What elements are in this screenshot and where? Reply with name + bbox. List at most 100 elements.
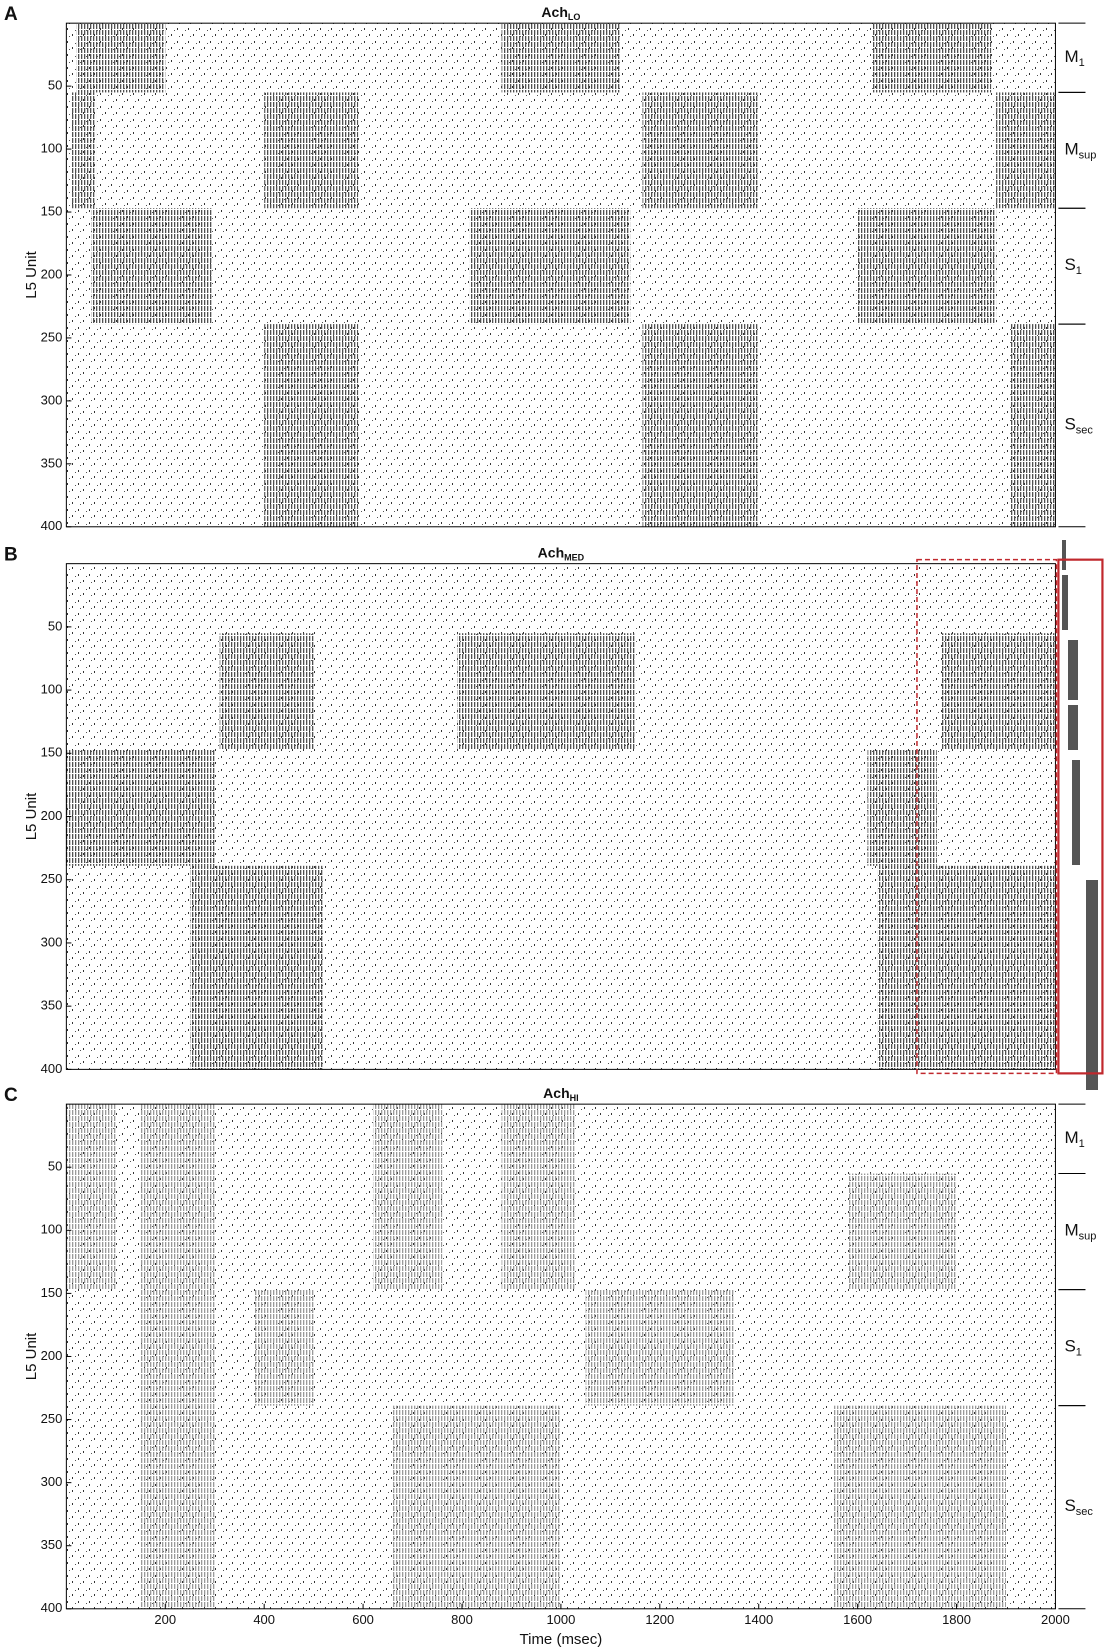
spike-block [832, 1405, 1006, 1609]
y-tick-label: 300 [41, 392, 63, 407]
group-label-sub: 1 [1076, 265, 1082, 277]
group-label-main: S [1064, 1497, 1075, 1516]
group-label: Ssec [1064, 415, 1093, 436]
y-tick-label: 300 [41, 1474, 63, 1489]
spike-block [91, 208, 213, 325]
y-tick-label: 50 [48, 78, 62, 93]
inset-frame [1057, 558, 1104, 1075]
group-label-sub: sec [1076, 424, 1094, 436]
group-label: M1 [1064, 47, 1084, 68]
spike-block [189, 865, 324, 1070]
x-tick-label: 1000 [546, 1612, 575, 1627]
group-label-main: S [1064, 1337, 1075, 1356]
spike-block [872, 23, 992, 93]
y-tick-label: 50 [48, 618, 62, 633]
chart-title-main: Ach [538, 544, 564, 560]
panel-letter: A [4, 4, 18, 25]
spike-block [867, 749, 937, 866]
spike-block [219, 633, 314, 750]
spike-block [392, 1405, 561, 1609]
x-tick-label: 1600 [843, 1612, 872, 1627]
x-tick-label: 1400 [744, 1612, 773, 1627]
y-tick-label: 350 [41, 998, 63, 1013]
spike-block [66, 1104, 116, 1290]
spike-block [264, 92, 359, 209]
chart-title: AchMED [538, 544, 585, 563]
spike-block [857, 208, 997, 325]
chart-title: AchHI [543, 1085, 578, 1104]
spike-block [469, 208, 631, 325]
group-label: Ssec [1064, 1497, 1093, 1518]
y-tick-label: 400 [41, 1600, 63, 1615]
y-tick-label: 150 [41, 1285, 63, 1300]
x-axis-label: Time (msec) [520, 1631, 603, 1648]
y-tick-label: 350 [41, 455, 63, 470]
y-tick-label: 400 [41, 518, 63, 533]
group-label-sub: sup [1079, 1230, 1097, 1242]
spike-block [264, 324, 359, 527]
x-tick-label: 2000 [1041, 1612, 1070, 1627]
spike-block [372, 1104, 443, 1290]
group-label-main: S [1064, 256, 1075, 275]
y-axis-label: L5 Unit [23, 1332, 40, 1380]
x-tick-label: 1200 [645, 1612, 674, 1627]
spike-block [501, 23, 621, 93]
spike-block [66, 749, 215, 866]
y-tick-label: 250 [41, 871, 63, 886]
x-tick-label: 600 [352, 1612, 374, 1627]
group-label-main: S [1064, 415, 1075, 434]
spike-block [254, 1289, 314, 1406]
group-label: S1 [1064, 256, 1081, 277]
y-tick-label: 200 [41, 808, 63, 823]
inset [1062, 540, 1098, 1090]
y-tick-label: 400 [41, 1061, 63, 1076]
y-tick-label: 150 [41, 203, 63, 218]
group-label-sub: 1 [1079, 1138, 1085, 1150]
y-tick-label: 50 [48, 1159, 62, 1174]
group-label-sub: sup [1079, 149, 1097, 161]
spike-block [76, 23, 166, 93]
spike-block [457, 633, 636, 750]
y-tick-label: 200 [41, 266, 63, 281]
spike-block [847, 1173, 957, 1290]
y-tick-label: 300 [41, 934, 63, 949]
spike-block [642, 92, 759, 209]
group-label-sub: sec [1076, 1506, 1094, 1518]
group-label: Msup [1064, 1221, 1096, 1242]
panel-letter: B [4, 545, 18, 566]
y-tick-label: 250 [41, 329, 63, 344]
x-tick-label: 400 [253, 1612, 275, 1627]
y-tick-label: 350 [41, 1537, 63, 1552]
chart-title-sub: HI [570, 1094, 579, 1104]
spike-block [642, 324, 759, 527]
group-label-sub: 1 [1079, 57, 1085, 69]
spike-block [585, 1289, 734, 1406]
spike-block [140, 1289, 215, 1406]
y-axis-label: L5 Unit [23, 250, 40, 298]
highlight-box [916, 558, 1058, 1075]
chart-title-sub: MED [564, 553, 585, 563]
chart-title-sub: LO [568, 13, 581, 23]
x-tick-label: 800 [451, 1612, 473, 1627]
group-label-main: M [1064, 1221, 1078, 1240]
group-label: M1 [1064, 1128, 1084, 1149]
y-tick-label: 200 [41, 1348, 63, 1363]
spike-block [877, 865, 1056, 1070]
group-label-main: M [1064, 1128, 1078, 1147]
spike-block [71, 92, 97, 209]
group-label: S1 [1064, 1337, 1081, 1358]
group-label-sub: 1 [1076, 1347, 1082, 1359]
chart-title: AchLO [541, 4, 580, 23]
group-label: Msup [1064, 140, 1096, 161]
chart-title-main: Ach [541, 4, 567, 20]
group-label-main: M [1064, 140, 1078, 159]
spike-block [996, 92, 1056, 209]
spike-block [140, 1405, 215, 1609]
spike-block [941, 633, 1056, 750]
y-tick-label: 100 [41, 141, 63, 156]
x-tick-label: 200 [154, 1612, 176, 1627]
y-tick-label: 150 [41, 745, 63, 760]
chart-title-main: Ach [543, 1085, 569, 1101]
group-label-main: M [1064, 47, 1078, 66]
